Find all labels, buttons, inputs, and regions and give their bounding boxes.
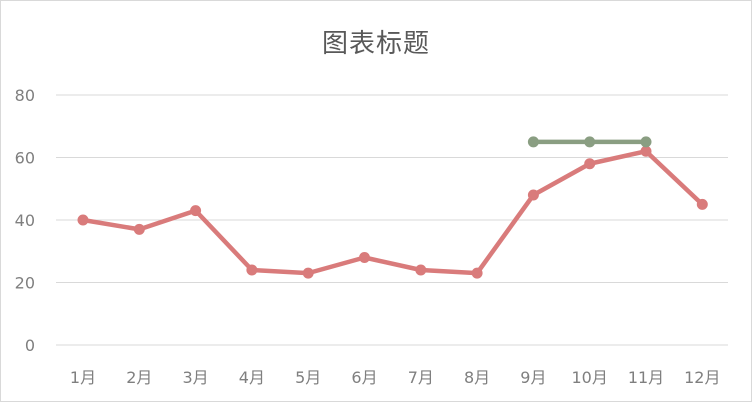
series-2-point-10	[584, 136, 596, 148]
series-1-point-7	[415, 264, 427, 276]
series-1-point-12	[696, 198, 708, 210]
x-tick-label-2: 2月	[126, 368, 152, 387]
x-tick-label-6: 6月	[351, 368, 377, 387]
x-tick-label-9: 9月	[520, 368, 546, 387]
x-tick-label-4: 4月	[239, 368, 265, 387]
series-1-line	[80, 149, 705, 276]
series-1-point-8	[471, 267, 483, 279]
x-tick-label-5: 5月	[295, 368, 321, 387]
x-tick-label-1: 1月	[70, 368, 96, 387]
x-tick-label-12: 12月	[684, 368, 720, 387]
series-1-point-5	[302, 267, 314, 279]
series-1-point-9	[527, 189, 539, 201]
y-tick-label-60: 60	[15, 149, 35, 168]
series-1-point-6	[359, 252, 370, 263]
series-1-point-11	[640, 145, 652, 157]
series-1-point-10	[584, 158, 596, 170]
series-1-point-2	[133, 223, 145, 235]
x-tick-label-11: 11月	[628, 368, 664, 387]
y-tick-label-40: 40	[15, 211, 35, 230]
x-tick-label-8: 8月	[464, 368, 490, 387]
x-tick-label-10: 10月	[572, 368, 608, 387]
series-2-point-9	[527, 136, 539, 148]
series-1-point-3	[190, 205, 202, 217]
series-1-point-1	[77, 214, 89, 226]
chart-title: 图表标题	[321, 29, 430, 59]
series-2-point-11	[640, 136, 652, 148]
y-tick-label-80: 80	[15, 86, 35, 105]
y-tick-label-20: 20	[15, 274, 35, 293]
x-tick-label-3: 3月	[183, 368, 209, 387]
y-tick-label-0: 0	[25, 336, 35, 355]
x-tick-label-7: 7月	[408, 368, 434, 387]
series-1-point-4	[246, 264, 258, 276]
